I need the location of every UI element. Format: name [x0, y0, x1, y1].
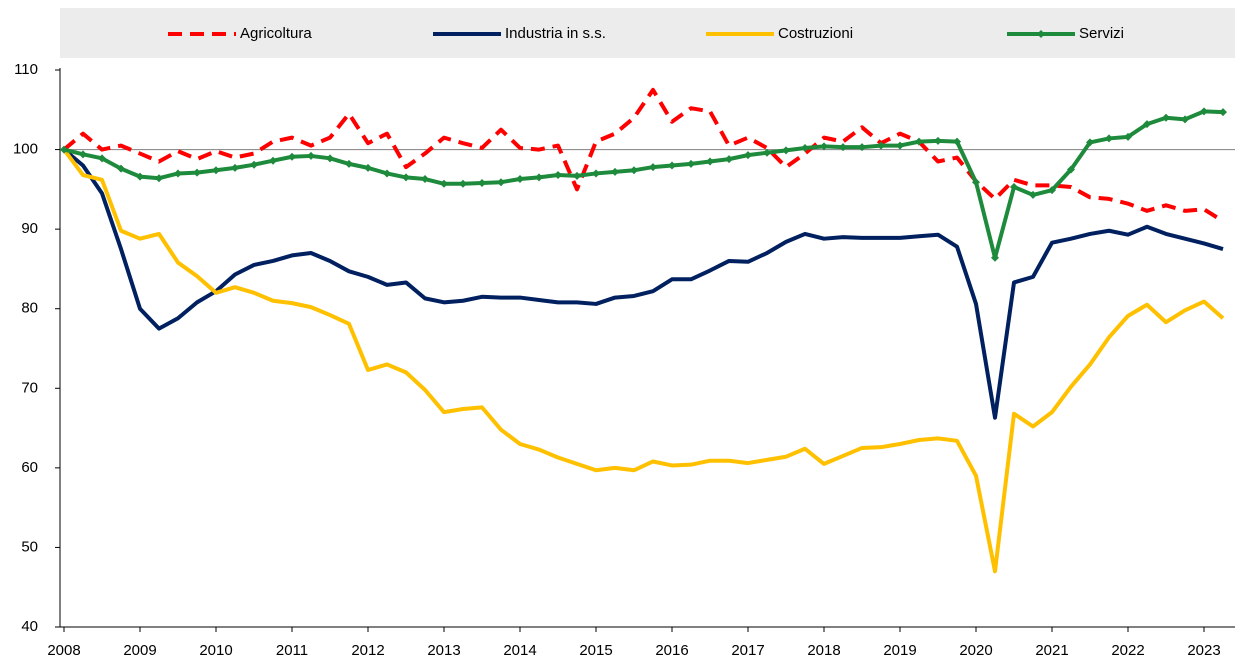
series-marker — [307, 151, 315, 160]
series-marker — [402, 173, 410, 182]
x-tick-label: 2019 — [883, 642, 916, 659]
series-marker — [440, 179, 448, 188]
y-tick-label: 50 — [21, 538, 38, 555]
series-line — [62, 87, 1225, 223]
series-marker — [592, 169, 600, 178]
series-line — [62, 148, 1224, 420]
series-marker — [1200, 107, 1208, 116]
series-marker — [763, 148, 771, 157]
x-tick-label: 2013 — [427, 642, 460, 659]
series-marker — [1086, 138, 1094, 147]
x-tick-label: 2021 — [1035, 642, 1068, 659]
series-marker — [1143, 120, 1151, 129]
series-marker — [934, 136, 942, 145]
y-tick-label: 80 — [21, 300, 38, 317]
x-tick-label: 2014 — [503, 642, 536, 659]
y-tick-label: 70 — [21, 379, 38, 396]
series-marker — [193, 168, 201, 177]
series-marker — [421, 175, 429, 184]
x-tick-label: 2012 — [351, 642, 384, 659]
series-marker — [630, 166, 638, 175]
series-marker — [60, 145, 68, 154]
y-tick-label: 100 — [13, 141, 38, 158]
series-marker — [136, 172, 144, 181]
series-marker — [839, 143, 847, 152]
series-marker — [782, 146, 790, 155]
series-marker — [79, 150, 87, 159]
series-marker — [706, 157, 714, 166]
series-marker — [535, 173, 543, 182]
series-marker — [611, 167, 619, 176]
series-marker — [573, 171, 581, 180]
series-marker — [1181, 115, 1189, 124]
series-marker — [725, 155, 733, 164]
series-marker — [1124, 132, 1132, 141]
series-marker — [288, 152, 296, 161]
series-marker — [1067, 165, 1075, 174]
legend-label: Agricoltura — [240, 25, 312, 42]
x-tick-label: 2011 — [276, 642, 308, 659]
x-tick-label: 2015 — [579, 642, 612, 659]
x-tick-label: 2022 — [1111, 642, 1144, 659]
series-marker — [668, 161, 676, 170]
x-tick-label: 2018 — [807, 642, 840, 659]
x-tick-label: 2017 — [731, 642, 764, 659]
series-marker — [269, 156, 277, 165]
legend-label: Servizi — [1079, 25, 1124, 42]
series-marker — [896, 141, 904, 150]
series-marker — [155, 174, 163, 183]
series-marker — [345, 159, 353, 168]
series-marker — [212, 166, 220, 175]
series-marker — [364, 163, 372, 172]
series-marker — [744, 151, 752, 160]
series-marker — [98, 154, 106, 163]
y-tick-label: 60 — [21, 459, 38, 476]
series-marker — [1162, 113, 1170, 122]
series-marker — [231, 163, 239, 172]
series-line — [62, 148, 1225, 574]
x-tick-label: 2010 — [199, 642, 232, 659]
series-marker — [117, 164, 125, 173]
legend-label: Industria in s.s. — [505, 25, 606, 42]
y-tick-label: 40 — [21, 618, 38, 635]
series-marker — [801, 143, 809, 152]
series-marker — [953, 137, 961, 146]
series-marker — [1010, 182, 1018, 191]
series-marker — [858, 143, 866, 152]
series-marker — [459, 179, 467, 188]
series-marker — [516, 175, 524, 184]
series-marker — [649, 163, 657, 172]
series-marker — [1105, 134, 1113, 143]
legend-label: Costruzioni — [778, 25, 853, 42]
series-marker — [1029, 190, 1037, 199]
series-marker — [1219, 108, 1227, 117]
series-marker — [250, 160, 258, 169]
series-marker — [820, 142, 828, 151]
x-tick-label: 2016 — [655, 642, 688, 659]
legend-marker — [1037, 30, 1045, 38]
series-marker — [915, 137, 923, 146]
series-marker — [326, 154, 334, 163]
x-tick-label: 2023 — [1187, 642, 1220, 659]
series-marker — [174, 169, 182, 178]
series-marker — [1048, 186, 1056, 195]
series-marker — [554, 171, 562, 180]
y-tick-label: 110 — [14, 61, 38, 78]
series-marker — [972, 178, 980, 187]
series-marker — [497, 178, 505, 187]
x-tick-label: 2008 — [47, 642, 80, 659]
y-tick-label: 90 — [21, 220, 38, 237]
series-marker — [687, 159, 695, 168]
x-tick-label: 2020 — [959, 642, 992, 659]
series-marker — [877, 141, 885, 150]
series-marker — [991, 253, 999, 262]
x-tick-label: 2009 — [123, 642, 156, 659]
series-marker — [383, 169, 391, 178]
series-marker — [478, 178, 486, 187]
